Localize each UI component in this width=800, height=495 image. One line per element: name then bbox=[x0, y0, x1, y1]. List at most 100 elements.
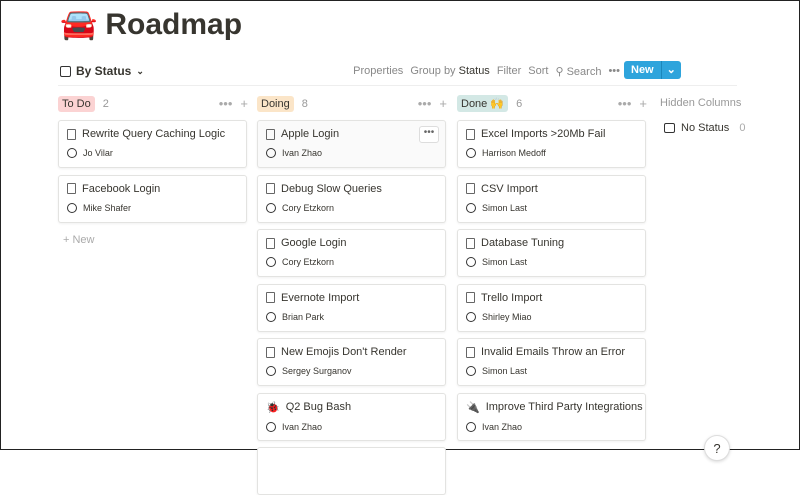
card-title: CSV Import bbox=[481, 182, 538, 195]
hidden-columns-label: Hidden Columns bbox=[660, 97, 742, 109]
card-title: Improve Third Party Integrations bbox=[485, 401, 643, 413]
card-title: Trello Import bbox=[481, 291, 543, 304]
card-person: Cory Etzkorn bbox=[282, 257, 335, 267]
add-new-button[interactable]: + New bbox=[63, 234, 95, 246]
card-person: Ivan Zhao bbox=[282, 421, 323, 432]
card[interactable]: Apple Login Ivan Zhao ••• bbox=[257, 120, 446, 168]
page-icon bbox=[466, 128, 475, 140]
no-status-count: 0 bbox=[739, 122, 746, 134]
card-partial[interactable] bbox=[257, 447, 446, 495]
status-tag[interactable]: To Do bbox=[58, 95, 95, 112]
card-more-button[interactable]: ••• bbox=[419, 126, 439, 143]
chevron-down-icon: ⌄ bbox=[136, 65, 144, 76]
avatar bbox=[466, 366, 476, 376]
page-icon bbox=[466, 237, 475, 249]
page-title: 🚘 Roadmap bbox=[60, 7, 242, 42]
card[interactable]: 🐞 Q2 Bug Bash Ivan Zhao bbox=[257, 392, 446, 441]
card-title: Debug Slow Queries bbox=[281, 182, 382, 195]
filter-button[interactable]: Filter bbox=[496, 65, 522, 77]
avatar bbox=[266, 366, 276, 376]
column-1: Doing 8 ••• + Apple Login Ivan Zhao ••• Debug S… bbox=[257, 95, 447, 495]
card-title: Evernote Import bbox=[281, 291, 360, 304]
card[interactable]: Facebook Login Mike Shafer bbox=[58, 174, 247, 223]
column-count: 2 bbox=[102, 97, 109, 110]
status-tag[interactable]: Done 🙌 bbox=[457, 95, 509, 112]
page-icon bbox=[67, 128, 76, 140]
plus-icon[interactable]: + bbox=[240, 96, 248, 111]
avatar bbox=[266, 311, 276, 322]
card-person: Sergey Surganov bbox=[282, 366, 352, 376]
card-title: Excel Imports >20Mb Fail bbox=[481, 128, 606, 140]
card-person: Simon Last bbox=[482, 257, 528, 267]
column-header: Done 🙌 6 ••• + bbox=[457, 95, 647, 112]
card[interactable]: Debug Slow Queries Cory Etzkorn bbox=[257, 174, 446, 223]
page-icon bbox=[466, 292, 475, 303]
card-title: Google Login bbox=[281, 237, 347, 249]
divider bbox=[58, 85, 737, 86]
page-icon bbox=[266, 128, 275, 140]
card-person: Shirley Miao bbox=[482, 311, 532, 322]
view-label: By Status bbox=[76, 64, 132, 78]
page-icon bbox=[266, 183, 275, 194]
status-tag[interactable]: Doing bbox=[257, 95, 294, 112]
card-title: Invalid Emails Throw an Error bbox=[481, 346, 626, 358]
new-button[interactable]: New ⌄ bbox=[624, 61, 681, 79]
avatar bbox=[266, 148, 276, 158]
more-button[interactable]: ••• bbox=[608, 65, 620, 77]
plus-icon[interactable]: + bbox=[439, 96, 447, 111]
hidden-column-no-status[interactable]: No Status 0 bbox=[664, 122, 745, 134]
card-person: Cory Etzkorn bbox=[282, 202, 335, 213]
column-count: 6 bbox=[516, 97, 523, 110]
board-icon bbox=[60, 65, 71, 77]
group-by-value: Status bbox=[458, 65, 490, 77]
more-icon[interactable]: ••• bbox=[617, 96, 632, 111]
page-icon bbox=[466, 183, 475, 194]
more-icon[interactable]: ••• bbox=[218, 96, 233, 111]
card-title: Database Tuning bbox=[481, 237, 565, 249]
car-icon: 🚘 bbox=[60, 8, 98, 41]
card[interactable]: Google Login Cory Etzkorn bbox=[257, 229, 446, 277]
plus-icon[interactable]: + bbox=[639, 96, 647, 111]
card-person: Simon Last bbox=[482, 366, 528, 376]
card[interactable]: 🔌 Improve Third Party Integrations Ivan Zh… bbox=[457, 392, 646, 441]
card[interactable]: Evernote Import Brian Park bbox=[257, 283, 446, 332]
card-person: Brian Park bbox=[282, 311, 325, 322]
group-by-button[interactable]: Group by Status bbox=[410, 65, 490, 77]
card-person: Mike Shafer bbox=[83, 202, 132, 213]
card[interactable]: Database Tuning Simon Last bbox=[457, 229, 646, 277]
avatar bbox=[67, 202, 77, 213]
page-title-text: Roadmap bbox=[105, 7, 243, 41]
new-label[interactable]: New bbox=[631, 64, 654, 76]
page-icon bbox=[67, 183, 76, 194]
card-title: Q2 Bug Bash bbox=[285, 401, 352, 413]
card-person: Simon Last bbox=[482, 202, 528, 213]
card[interactable]: CSV Import Simon Last bbox=[457, 174, 646, 223]
card[interactable]: Trello Import Shirley Miao bbox=[457, 283, 646, 332]
card[interactable]: Excel Imports >20Mb Fail Harrison Medoff bbox=[457, 120, 646, 168]
help-button[interactable]: ? bbox=[704, 435, 730, 461]
card-title: New Emojis Don't Render bbox=[281, 346, 407, 358]
avatar bbox=[466, 257, 476, 267]
view-selector[interactable]: By Status ⌄ bbox=[60, 64, 144, 78]
group-by-label: Group by bbox=[410, 65, 456, 77]
page-icon bbox=[266, 237, 275, 249]
card-title: Facebook Login bbox=[82, 182, 161, 195]
properties-button[interactable]: Properties bbox=[353, 65, 404, 77]
sort-button[interactable]: Sort bbox=[528, 65, 549, 77]
avatar bbox=[466, 202, 476, 213]
more-icon[interactable]: ••• bbox=[417, 96, 432, 111]
column-header: To Do 2 ••• + bbox=[58, 95, 248, 112]
page-icon bbox=[266, 292, 275, 303]
column-header: Doing 8 ••• + bbox=[257, 95, 447, 112]
card[interactable]: New Emojis Don't Render Sergey Surganov bbox=[257, 338, 446, 386]
card[interactable]: Rewrite Query Caching Logic Jo Vilar bbox=[58, 120, 247, 168]
search-label: Search bbox=[566, 65, 602, 78]
search-button[interactable]: ⚲ Search bbox=[555, 65, 601, 78]
chevron-down-icon[interactable]: ⌄ bbox=[660, 61, 681, 79]
card[interactable]: Invalid Emails Throw an Error Simon Last bbox=[457, 338, 646, 386]
card-person: Jo Vilar bbox=[83, 148, 113, 158]
card-title: Rewrite Query Caching Logic bbox=[82, 128, 226, 140]
avatar bbox=[266, 202, 276, 213]
column-count: 8 bbox=[301, 97, 308, 110]
page-icon bbox=[266, 346, 275, 358]
